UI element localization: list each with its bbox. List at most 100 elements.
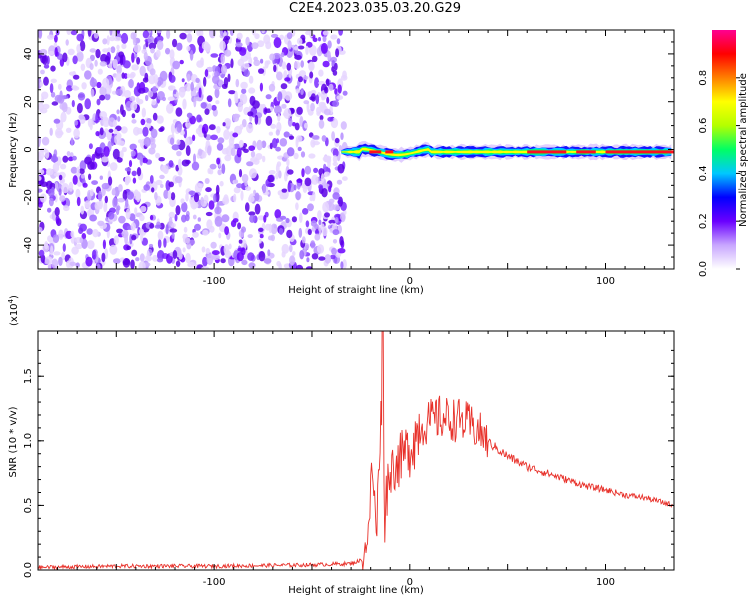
- noise-blob: [317, 210, 322, 220]
- noise-blob: [167, 190, 172, 201]
- noise-blob: [43, 76, 49, 86]
- noise-blob: [286, 229, 293, 239]
- noise-blob: [342, 90, 348, 96]
- noise-blob: [329, 254, 336, 260]
- noise-blob: [154, 224, 162, 229]
- noise-blob: [310, 89, 317, 95]
- noise-blob: [79, 40, 86, 52]
- noise-blob: [58, 256, 63, 266]
- noise-blob: [206, 66, 214, 72]
- noise-blob: [196, 83, 200, 92]
- noise-blob: [152, 254, 159, 262]
- noise-blob: [193, 96, 197, 108]
- noise-blob: [328, 198, 335, 204]
- noise-blob: [78, 114, 85, 120]
- noise-blob: [281, 103, 287, 109]
- noise-blob: [156, 115, 164, 124]
- noise-blob: [324, 212, 330, 218]
- noise-blob: [124, 175, 131, 184]
- noise-blob: [61, 183, 70, 194]
- noise-blob: [293, 61, 301, 70]
- noise-blob: [53, 172, 62, 177]
- noise-blob: [139, 214, 145, 222]
- noise-blob: [338, 30, 343, 36]
- noise-blob: [118, 215, 126, 224]
- noise-blob: [306, 257, 310, 263]
- noise-blob: [277, 190, 283, 196]
- noise-blob: [289, 244, 293, 253]
- noise-blob: [185, 252, 191, 264]
- noise-blob: [210, 241, 217, 249]
- noise-blob: [119, 54, 124, 66]
- noise-blob: [309, 71, 314, 79]
- noise-blob: [168, 211, 175, 219]
- noise-blob: [191, 161, 200, 171]
- noise-blob: [40, 69, 45, 75]
- x-tick-label: 0: [407, 276, 413, 287]
- noise-blob: [236, 32, 243, 40]
- noise-blob: [186, 73, 191, 82]
- noise-blob: [208, 200, 215, 210]
- noise-blob: [200, 196, 204, 206]
- noise-blob: [79, 160, 87, 171]
- noise-blob: [310, 93, 316, 102]
- spectrogram-y-label: Frequency (Hz): [8, 112, 19, 188]
- noise-blob: [122, 189, 128, 201]
- noise-blob: [122, 258, 131, 268]
- noise-blob: [96, 81, 102, 89]
- noise-blob: [216, 126, 221, 134]
- noise-blob: [254, 192, 260, 202]
- noise-blob: [254, 203, 261, 215]
- noise-blob: [51, 101, 59, 106]
- noise-blob: [169, 74, 176, 83]
- noise-blob: [315, 94, 320, 105]
- noise-blob: [285, 217, 290, 224]
- noise-blob: [281, 243, 290, 254]
- noise-blob: [236, 183, 243, 189]
- snr-y-axis: 0.0 0.5 1.0 1.5: [23, 349, 674, 578]
- noise-blob: [307, 203, 314, 212]
- noise-blob: [318, 37, 321, 42]
- noise-blob: [88, 143, 93, 150]
- noise-blob: [117, 116, 121, 122]
- noise-blob: [183, 226, 188, 233]
- y-tick-label: 0.0: [23, 562, 34, 578]
- noise-blob: [132, 36, 137, 46]
- noise-blob: [136, 192, 141, 203]
- noise-blob: [176, 123, 182, 133]
- noise-blob: [205, 247, 210, 255]
- noise-blob: [163, 238, 167, 248]
- noise-blob: [213, 193, 217, 203]
- noise-blob: [245, 202, 250, 213]
- noise-blob: [185, 145, 191, 157]
- noise-blob: [149, 68, 156, 76]
- noise-blob: [224, 49, 232, 57]
- noise-blob: [334, 62, 338, 71]
- noise-blob: [301, 168, 305, 178]
- noise-blob: [248, 145, 256, 151]
- noise-blob: [81, 82, 87, 90]
- noise-blob: [311, 253, 319, 260]
- noise-blob: [72, 175, 78, 185]
- noise-blob: [108, 128, 114, 133]
- noise-blob: [94, 201, 102, 210]
- noise-blob: [84, 200, 91, 209]
- noise-blob: [133, 86, 141, 97]
- noise-blob: [149, 175, 154, 184]
- noise-blob: [249, 214, 256, 223]
- noise-blob: [248, 262, 256, 269]
- noise-blob: [109, 162, 118, 171]
- noise-blob: [305, 220, 310, 228]
- noise-blob: [121, 109, 126, 118]
- noise-blob: [278, 263, 282, 269]
- noise-blob: [38, 150, 45, 160]
- noise-blob: [176, 139, 181, 146]
- noise-blob: [295, 88, 301, 94]
- noise-blob: [252, 100, 260, 109]
- noise-blob: [288, 135, 295, 140]
- noise-blob: [270, 33, 279, 38]
- noise-blob: [184, 30, 193, 34]
- x-tick-label: -100: [203, 276, 226, 287]
- noise-blob: [269, 53, 276, 61]
- noise-blob: [76, 44, 81, 53]
